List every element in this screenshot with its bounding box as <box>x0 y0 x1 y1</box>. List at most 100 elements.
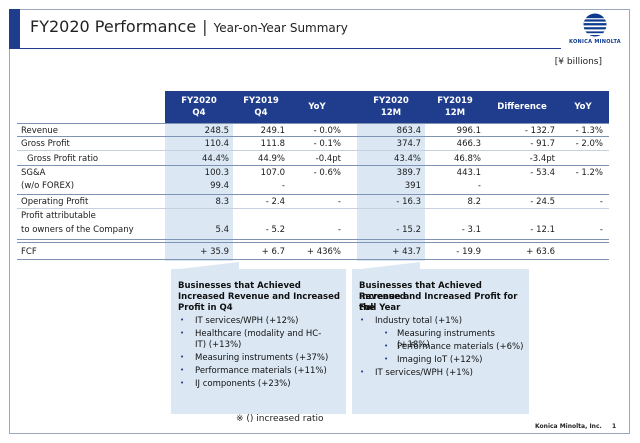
bullet-marker: • <box>180 329 185 337</box>
table-cell: 100.3 <box>204 168 229 178</box>
column-header: FY2019 12M <box>425 95 485 119</box>
table-cell: 99.4 <box>210 181 229 191</box>
callout-q4-title-line: Profit in Q4 <box>178 303 233 313</box>
title-underline <box>9 48 561 49</box>
table-cell: - 16.3 <box>396 197 421 207</box>
row-label: to owners of the Company <box>21 225 134 235</box>
table-header-band-12m <box>357 91 609 123</box>
table-cell: - <box>599 225 603 235</box>
table-cell: - <box>599 197 603 207</box>
table-cell: 391 <box>404 181 421 191</box>
callout-full-year-item: IT services/WPH (+1%) <box>375 368 474 378</box>
table-cell: 249.1 <box>260 126 285 136</box>
table-cell: 389.7 <box>396 168 421 178</box>
bullet-marker: • <box>180 366 185 374</box>
table-cell: 110.4 <box>204 139 229 149</box>
table-cell: - 0.6% <box>313 168 341 178</box>
bullet-marker: • <box>360 368 365 376</box>
table-cell: + 35.9 <box>200 247 229 257</box>
table-rule <box>17 242 609 243</box>
table-cell: - 24.5 <box>530 197 555 207</box>
footer-company: Konica Minolta, Inc. <box>535 423 602 430</box>
callout-full-year-pointer <box>352 262 420 270</box>
table-cell: - 2.4 <box>265 197 285 207</box>
callout-q4-item: Measuring instruments (+37%) <box>195 353 329 363</box>
callout-q4-item: Performance materials (+11%) <box>195 366 327 376</box>
table-rule <box>17 123 609 124</box>
company-logo: KONICA MINOLTA <box>569 13 621 49</box>
callout-q4-pointer <box>171 262 239 270</box>
table-cell: + 43.7 <box>392 247 421 257</box>
column-header: FY2020 Q4 <box>165 95 233 119</box>
table-cell: 996.1 <box>456 126 481 136</box>
highlight-q4-column <box>165 123 233 261</box>
table-rule <box>17 194 609 195</box>
column-header-line1: YoY <box>574 102 592 112</box>
callout-full-year-title-line: Revenue and Increased Profit for the <box>359 292 518 313</box>
column-header-line2: 12M <box>444 108 466 118</box>
column-header: FY2019 Q4 <box>233 95 289 119</box>
column-header-line2: Q4 <box>192 108 206 118</box>
table-cell: - 1.3% <box>575 126 603 136</box>
konica-minolta-globe-icon <box>583 13 607 37</box>
table-rule <box>17 136 609 137</box>
title-separator: | <box>202 17 208 36</box>
callout-full-year-title-line: Full Year <box>359 303 401 313</box>
title-accent-bar <box>9 9 20 49</box>
callout-full-year-item: Performance materials (+6%) <box>397 342 524 352</box>
row-label: Gross Profit ratio <box>27 154 99 164</box>
table-cell: 374.7 <box>396 139 421 149</box>
table-cell: - <box>337 225 341 235</box>
table-cell: 8.2 <box>467 197 481 207</box>
callout-full-year-title-line: Businesses that Achieved Increased <box>359 281 482 302</box>
table-cell: -0.4pt <box>315 154 341 164</box>
table-rule <box>17 150 609 151</box>
callout-q4-item: IJ components (+23%) <box>195 379 291 389</box>
table-cell: 44.9% <box>257 154 285 164</box>
table-header-band <box>165 91 357 123</box>
column-header: FY2020 12M <box>357 95 425 119</box>
callout-full-year-item: Industry total (+1%) <box>375 316 463 326</box>
column-header-line1: FY2020 <box>373 96 409 106</box>
table-cell: - 0.0% <box>313 126 341 136</box>
column-header: YoY <box>559 101 607 113</box>
table-cell: + 63.6 <box>526 247 555 257</box>
column-header-line1: YoY <box>308 102 326 112</box>
unit-label: [¥ billions] <box>554 57 602 67</box>
row-label: SG&A <box>21 168 46 178</box>
table-rule <box>17 239 609 240</box>
callout-full-year-item: Imaging IoT (+12%) <box>397 355 483 365</box>
table-cell: 46.8% <box>453 154 481 164</box>
column-header-line1: FY2019 <box>243 96 279 106</box>
table-rule <box>17 259 609 260</box>
table-cell: -3.4pt <box>529 154 555 164</box>
bullet-marker: • <box>384 329 389 337</box>
table-cell: - 19.9 <box>456 247 481 257</box>
table-cell: - 1.2% <box>575 168 603 178</box>
table-cell: 43.4% <box>393 154 421 164</box>
row-label: Revenue <box>21 126 59 136</box>
table-cell: - 3.1 <box>461 225 481 235</box>
row-label: (w/o FOREX) <box>21 181 75 191</box>
table-cell: 111.8 <box>260 139 285 149</box>
slide-frame <box>9 9 630 434</box>
callout-full-year-item: Measuring instruments (+18%) <box>397 329 495 350</box>
bullet-marker: • <box>360 316 365 324</box>
table-cell: - <box>281 181 285 191</box>
bullet-marker: • <box>180 353 185 361</box>
callout-full-year <box>352 269 529 414</box>
callout-q4-item: IT services/WPH (+12%) <box>195 316 299 326</box>
row-label: Gross Profit <box>21 139 70 149</box>
bullet-marker: • <box>180 316 185 324</box>
table-cell: 8.3 <box>215 197 229 207</box>
row-label: Operating Profit <box>21 197 89 207</box>
bullet-marker: • <box>384 355 389 363</box>
row-label: Profit attributable <box>21 211 96 221</box>
table-cell: + 6.7 <box>261 247 285 257</box>
table-cell: - 5.2 <box>265 225 285 235</box>
table-cell: - 132.7 <box>524 126 555 136</box>
table-cell: 443.1 <box>456 168 481 178</box>
callout-q4 <box>171 269 346 414</box>
title-main: FY2020 Performance <box>30 17 197 36</box>
bullet-marker: • <box>180 379 185 387</box>
